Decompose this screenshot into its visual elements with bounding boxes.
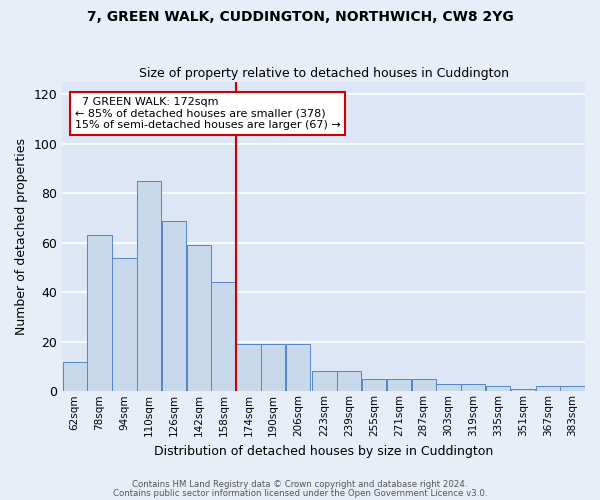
- Bar: [386, 379, 411, 392]
- Bar: [436, 384, 461, 392]
- Bar: [211, 282, 236, 392]
- Bar: [88, 236, 112, 392]
- Bar: [261, 344, 286, 392]
- Bar: [62, 362, 87, 392]
- Bar: [536, 386, 560, 392]
- Text: Contains public sector information licensed under the Open Government Licence v3: Contains public sector information licen…: [113, 490, 487, 498]
- Text: Contains HM Land Registry data © Crown copyright and database right 2024.: Contains HM Land Registry data © Crown c…: [132, 480, 468, 489]
- Bar: [511, 389, 535, 392]
- Bar: [461, 384, 485, 392]
- Bar: [137, 181, 161, 392]
- Text: 7, GREEN WALK, CUDDINGTON, NORTHWICH, CW8 2YG: 7, GREEN WALK, CUDDINGTON, NORTHWICH, CW…: [86, 10, 514, 24]
- Bar: [560, 386, 585, 392]
- Bar: [312, 372, 337, 392]
- Bar: [362, 379, 386, 392]
- Y-axis label: Number of detached properties: Number of detached properties: [15, 138, 28, 335]
- Bar: [486, 386, 511, 392]
- Bar: [236, 344, 260, 392]
- X-axis label: Distribution of detached houses by size in Cuddington: Distribution of detached houses by size …: [154, 444, 493, 458]
- Bar: [112, 258, 137, 392]
- Bar: [337, 372, 361, 392]
- Title: Size of property relative to detached houses in Cuddington: Size of property relative to detached ho…: [139, 66, 509, 80]
- Text: 7 GREEN WALK: 172sqm  
← 85% of detached houses are smaller (378)
15% of semi-de: 7 GREEN WALK: 172sqm ← 85% of detached h…: [75, 97, 340, 130]
- Bar: [162, 220, 186, 392]
- Bar: [412, 379, 436, 392]
- Bar: [286, 344, 310, 392]
- Bar: [187, 246, 211, 392]
